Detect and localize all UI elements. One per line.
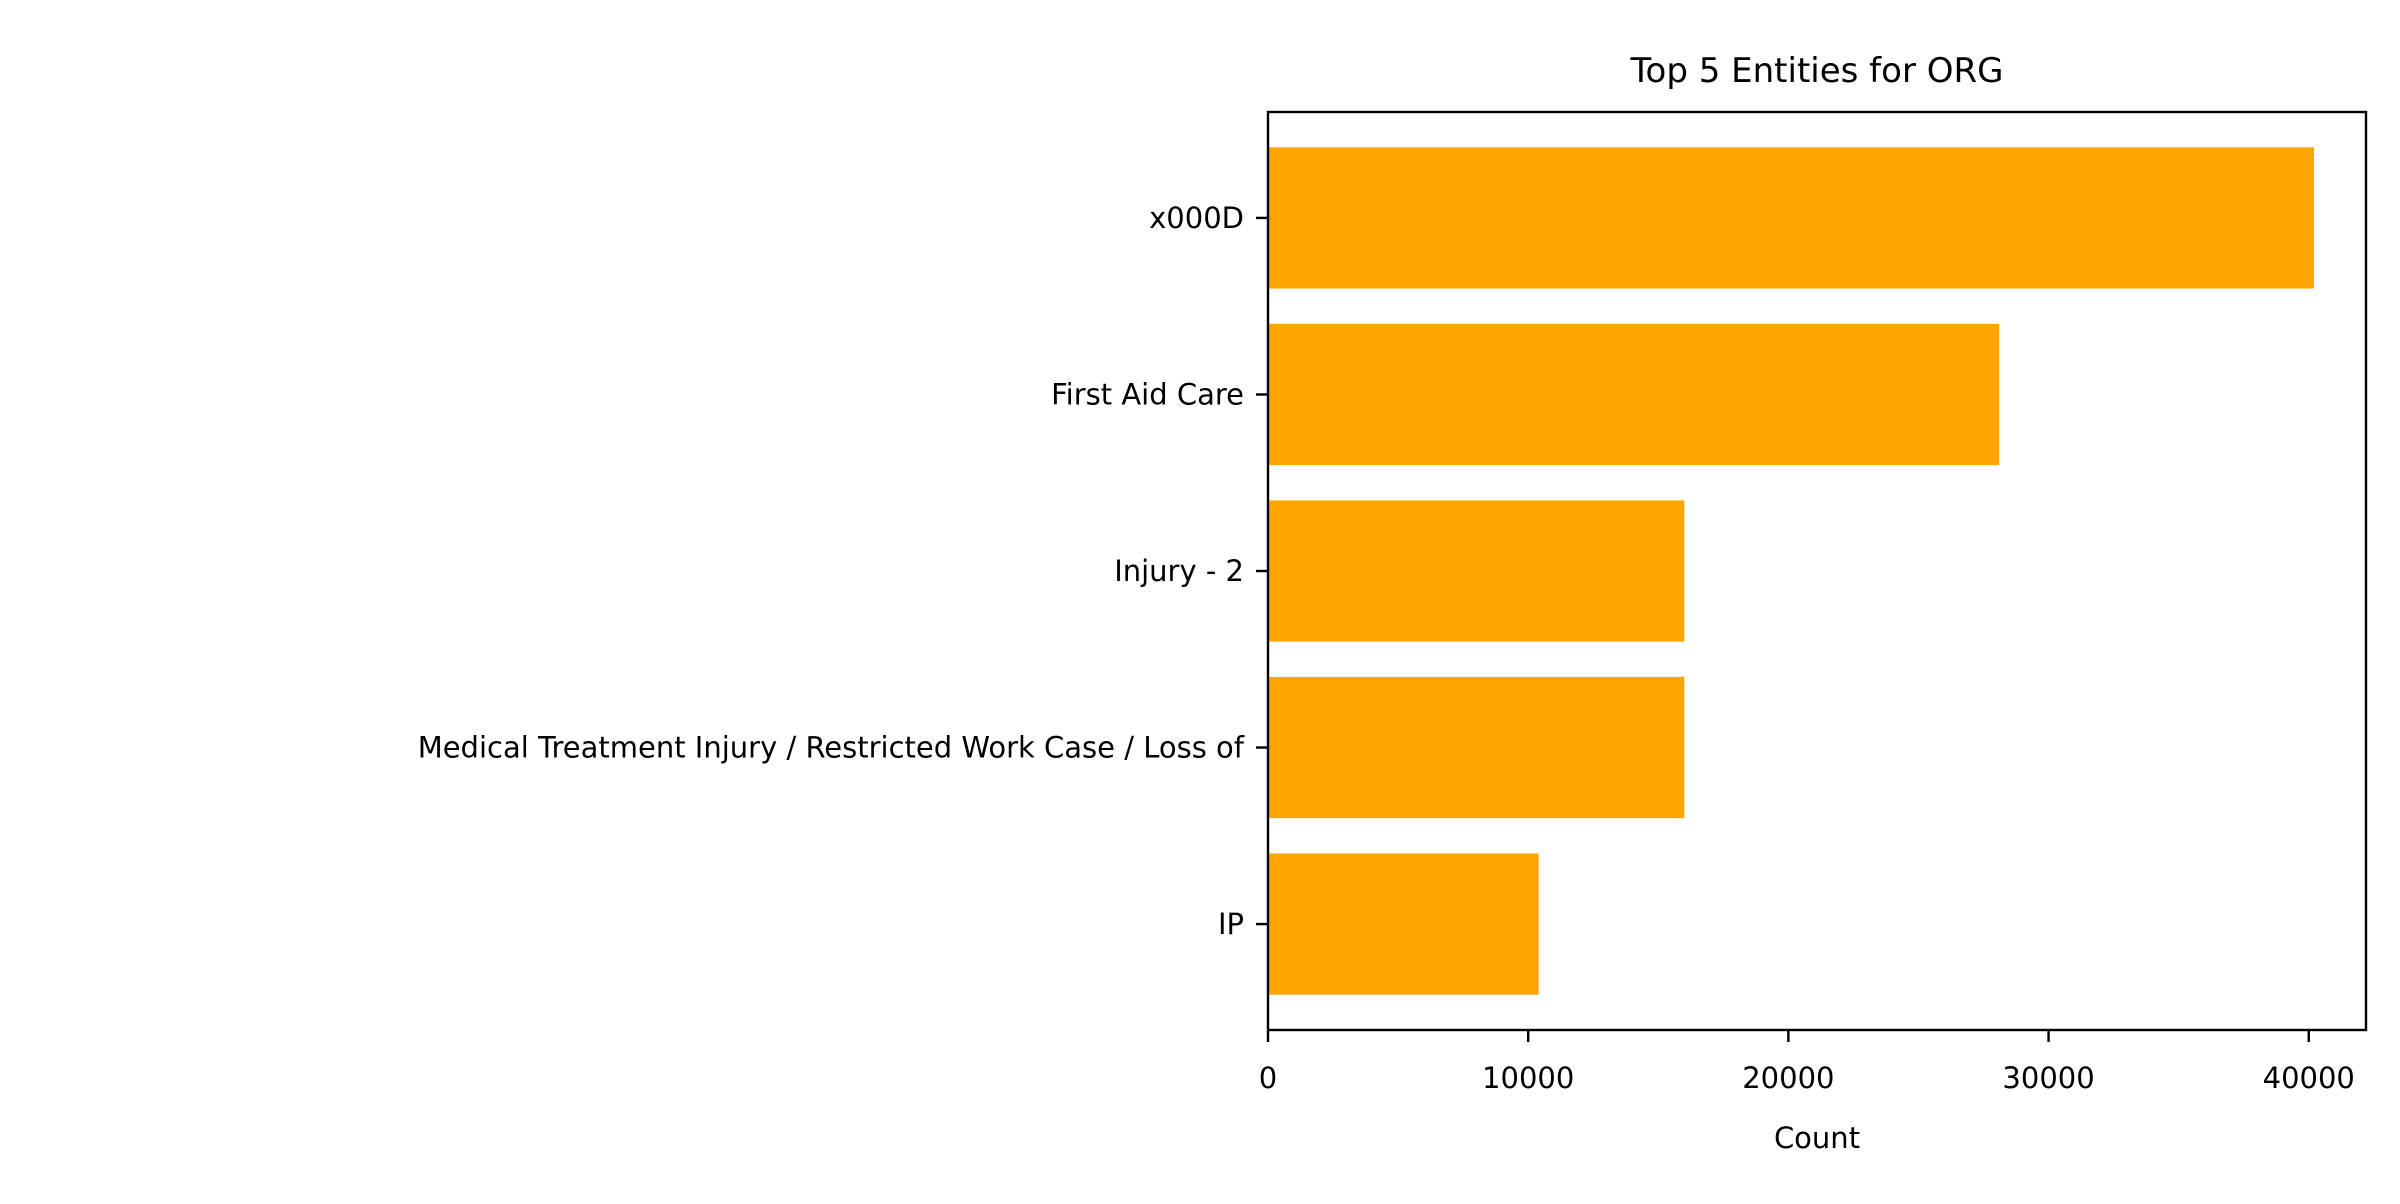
bars-layer: [1268, 147, 2314, 995]
bar-1: [1268, 323, 2000, 466]
y-tick-label: x000D: [1149, 201, 1244, 235]
y-tick-label: IP: [1218, 907, 1244, 941]
x-axis-label: Count: [1774, 1121, 1860, 1155]
x-tick-label: 20000: [1742, 1061, 1834, 1095]
bar-0: [1268, 147, 2314, 289]
bar-4: [1268, 853, 1539, 995]
bar-2: [1268, 500, 1685, 642]
plot-frame: [1266, 110, 2368, 1032]
ticks-layer: x000D First Aid Care Injury - 2 Medical Tre…: [418, 201, 2355, 1095]
x-tick-label: 0: [1259, 1061, 1277, 1095]
bar-3: [1268, 676, 1685, 819]
x-tick-label: 40000: [2263, 1061, 2355, 1095]
x-tick-label: 30000: [2002, 1061, 2094, 1095]
chart-title: Top 5 Entities for ORG: [1630, 51, 2004, 91]
y-tick-label: Medical Treatment Injury / Restricted Wo…: [418, 731, 1245, 765]
y-tick-label: Injury - 2: [1114, 554, 1244, 588]
y-tick-label: First Aid Care: [1051, 377, 1244, 411]
x-tick-label: 10000: [1482, 1061, 1574, 1095]
